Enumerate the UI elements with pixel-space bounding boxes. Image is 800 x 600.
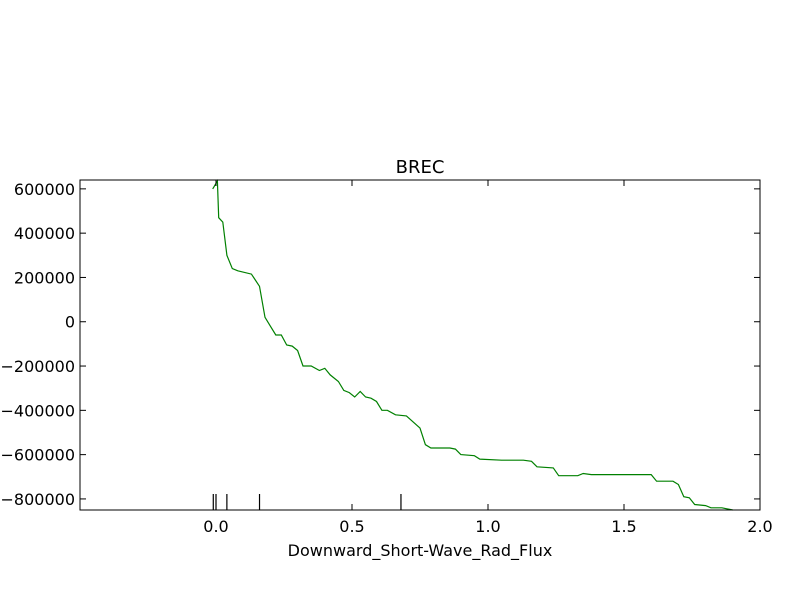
y-tick-label: −800000 — [1, 490, 75, 509]
y-tick-label: 0 — [65, 313, 75, 332]
y-tick-label: −200000 — [1, 357, 75, 376]
rug-layer — [212, 494, 402, 510]
x-tick-label: 1.0 — [475, 517, 500, 536]
y-ticks: 600000 400000 200000 0 −200000 −400000 −600000… — [1, 180, 760, 509]
x-axis-label: Downward_Short-Wave_Rad_Flux — [288, 541, 553, 561]
y-tick-label: 400000 — [14, 224, 75, 243]
plot-area: 0.0 0.5 1.0 1.5 2.0 600000 400000 200000 0 −2000… — [1, 179, 773, 536]
series-line-0 — [212, 179, 733, 511]
chart-title: BREC — [396, 157, 445, 178]
y-tick-label: −600000 — [1, 446, 75, 465]
y-tick-label: 200000 — [14, 268, 75, 287]
x-ticks: 0.0 0.5 1.0 1.5 2.0 — [203, 180, 773, 536]
x-tick-label: 0.0 — [203, 517, 228, 536]
x-tick-label: 2.0 — [747, 517, 772, 536]
y-tick-label: 600000 — [14, 180, 75, 199]
axes-frame — [79, 179, 761, 511]
x-tick-label: 1.5 — [611, 517, 636, 536]
series-line-layer — [212, 179, 733, 511]
y-tick-label: −400000 — [1, 401, 75, 420]
x-tick-label: 0.5 — [339, 517, 364, 536]
